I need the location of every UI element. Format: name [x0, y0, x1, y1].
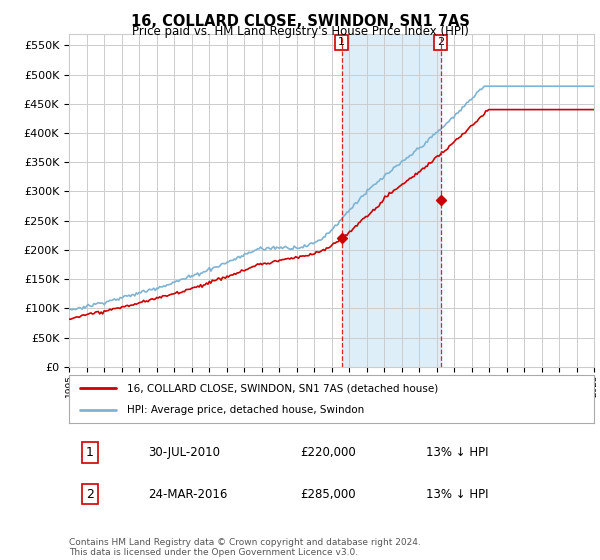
Text: 16, COLLARD CLOSE, SWINDON, SN1 7AS (detached house): 16, COLLARD CLOSE, SWINDON, SN1 7AS (det… [127, 383, 438, 393]
Text: £220,000: £220,000 [300, 446, 356, 459]
Text: Contains HM Land Registry data © Crown copyright and database right 2024.
This d: Contains HM Land Registry data © Crown c… [69, 538, 421, 557]
Text: 13% ↓ HPI: 13% ↓ HPI [426, 488, 488, 501]
Text: 24-MAR-2016: 24-MAR-2016 [148, 488, 227, 501]
Text: £285,000: £285,000 [300, 488, 356, 501]
Text: 2: 2 [437, 38, 444, 48]
Bar [341, 34, 440, 367]
Text: HPI: Average price, detached house, Swindon: HPI: Average price, detached house, Swin… [127, 405, 364, 415]
Text: 13% ↓ HPI: 13% ↓ HPI [426, 446, 488, 459]
Text: 30-JUL-2010: 30-JUL-2010 [148, 446, 220, 459]
Text: 16, COLLARD CLOSE, SWINDON, SN1 7AS: 16, COLLARD CLOSE, SWINDON, SN1 7AS [131, 14, 469, 29]
Text: 1: 1 [86, 446, 94, 459]
Text: 2: 2 [86, 488, 94, 501]
Text: Price paid vs. HM Land Registry's House Price Index (HPI): Price paid vs. HM Land Registry's House … [131, 25, 469, 38]
Text: 1: 1 [338, 38, 345, 48]
